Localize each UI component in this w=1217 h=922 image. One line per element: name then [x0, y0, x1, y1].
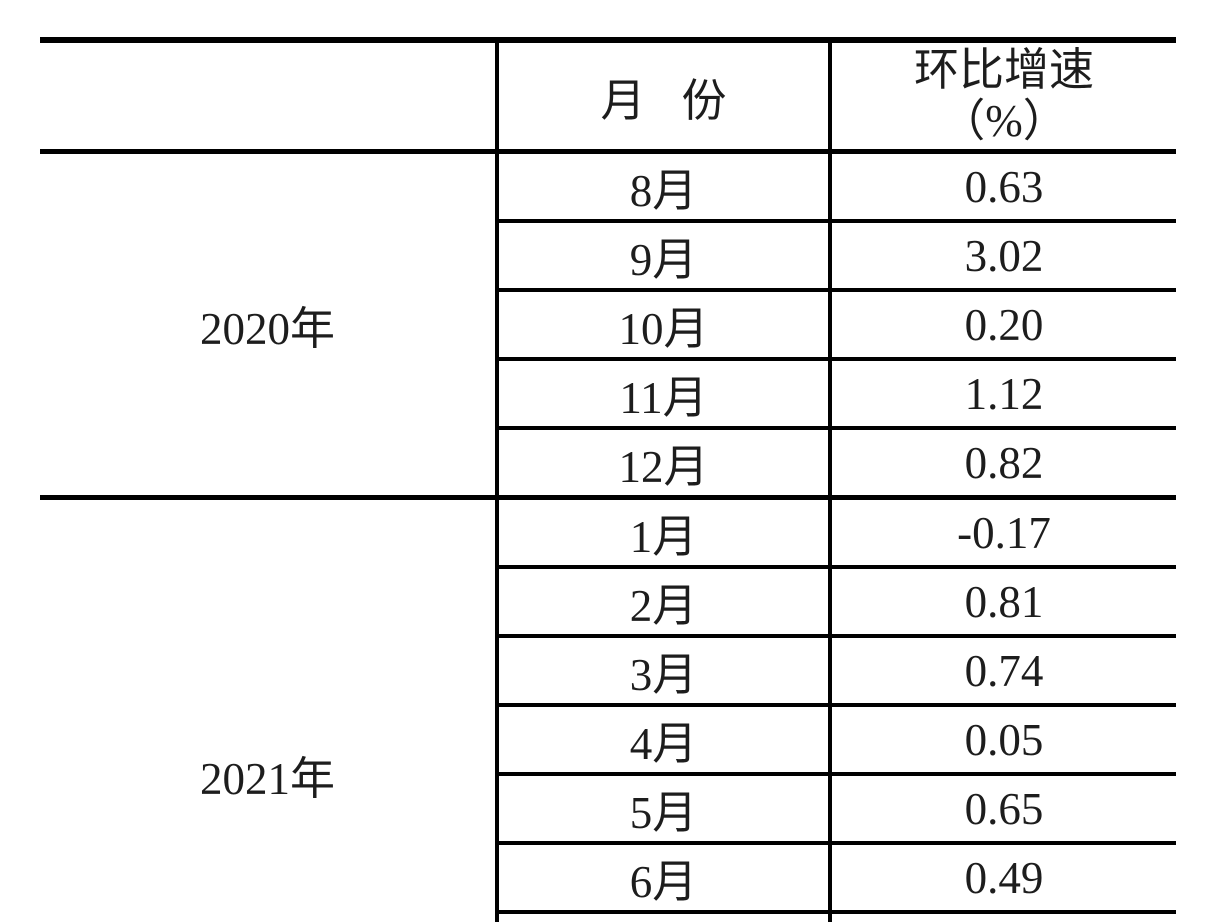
year-cell-2021: 2021年 — [199, 753, 335, 804]
month-cell: 4月 — [495, 705, 830, 776]
table-row: 3月 0.74 — [40, 636, 1176, 707]
growth-table: 月 份 环比增速 （%） 2020年 8月 0.63 9月 3.02 10月 0… — [40, 37, 1176, 922]
month-cell: 8月 — [495, 151, 830, 223]
growth-cell: 0.20 — [828, 290, 1176, 361]
month-cell: 7月 — [495, 912, 830, 922]
growth-cell: -0.19 — [828, 912, 1176, 922]
month-cell: 1月 — [495, 497, 830, 569]
month-cell: 3月 — [495, 636, 830, 707]
month-cell: 2月 — [495, 567, 830, 638]
growth-cell: 1.12 — [828, 359, 1176, 430]
month-cell: 12月 — [495, 428, 830, 500]
table-row: 12月 0.82 — [40, 428, 1176, 500]
table-row: 9月 3.02 — [40, 221, 1176, 292]
header-row: 月 份 环比增速 （%） — [40, 40, 1176, 154]
growth-header-line2: （%） — [940, 96, 1068, 146]
table-row: 4月 0.05 — [40, 705, 1176, 776]
growth-cell: 0.81 — [828, 567, 1176, 638]
growth-cell: 0.49 — [828, 843, 1176, 914]
growth-cell: 0.05 — [828, 705, 1176, 776]
year-cell-2020: 2020年 — [40, 151, 497, 500]
growth-cell: 0.63 — [828, 151, 1176, 223]
table-row: 2月 0.81 — [40, 567, 1176, 638]
growth-cell: 3.02 — [828, 221, 1176, 292]
year-header-cell — [40, 40, 497, 154]
growth-header-line1: 环比增速 — [913, 45, 1094, 96]
table-row: 11月 1.12 — [40, 359, 1176, 430]
month-cell: 11月 — [495, 359, 830, 430]
month-cell: 5月 — [495, 774, 830, 845]
growth-cell: -0.17 — [828, 497, 1176, 569]
month-cell: 10月 — [495, 290, 830, 361]
table-row: 10月 0.20 — [40, 290, 1176, 361]
table-row: 2020年 8月 0.63 — [40, 151, 1176, 500]
growth-cell: 0.65 — [828, 774, 1176, 845]
growth-header-cell: 环比增速 （%） — [828, 40, 1176, 154]
month-cell: 6月 — [495, 843, 830, 914]
month-cell: 9月 — [495, 221, 830, 292]
table-row: 2021年 1月 -0.17 — [40, 497, 1176, 804]
month-header-cell: 月 份 — [495, 40, 830, 154]
growth-cell: 0.82 — [828, 428, 1176, 500]
table-row: 5月 0.65 — [40, 774, 1176, 845]
table-row: 6月 0.49 — [40, 843, 1176, 914]
growth-cell: 0.74 — [828, 636, 1176, 707]
